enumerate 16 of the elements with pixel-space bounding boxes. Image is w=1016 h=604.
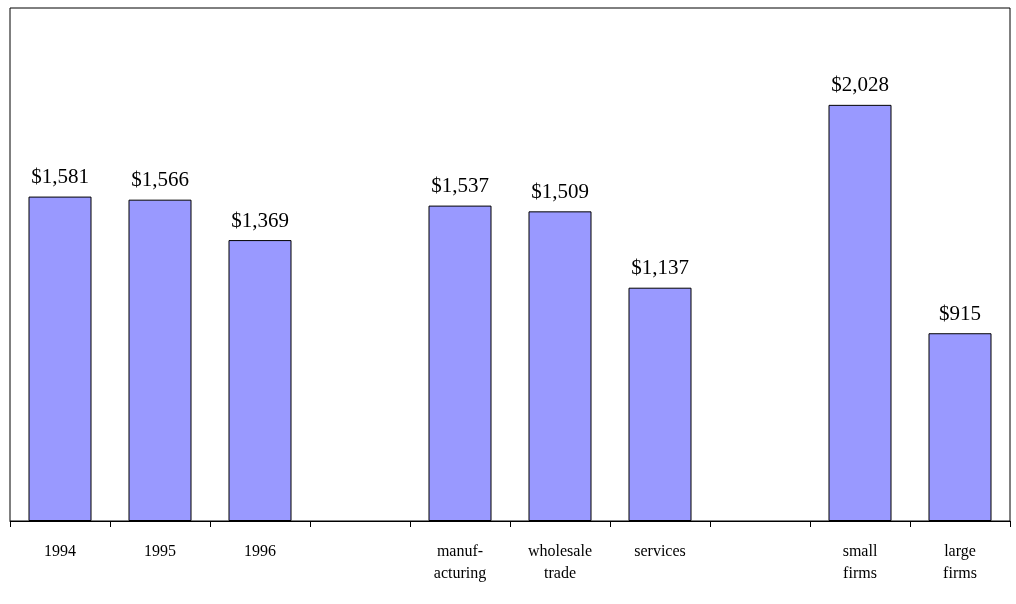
x-tick-label: services bbox=[634, 541, 686, 559]
data-label: $1,581 bbox=[31, 164, 89, 189]
x-tick-label: manuf- acturing bbox=[433, 541, 487, 582]
data-label: $2,028 bbox=[831, 72, 889, 97]
x-tick-label: 1995 bbox=[144, 541, 176, 559]
data-label: $1,137 bbox=[631, 255, 689, 280]
data-label: $915 bbox=[939, 300, 981, 325]
data-label: $1,509 bbox=[531, 178, 589, 203]
x-tick-label: 1996 bbox=[244, 541, 276, 559]
x-tick-label: 1994 bbox=[44, 541, 76, 559]
data-label: $1,537 bbox=[431, 173, 489, 198]
data-label: $1,566 bbox=[131, 167, 189, 192]
x-tick-label: large firms bbox=[943, 541, 977, 581]
data-label: $1,369 bbox=[231, 207, 289, 232]
x-tick-label: wholesale trade bbox=[528, 541, 592, 581]
x-tick-label: small firms bbox=[842, 541, 878, 581]
